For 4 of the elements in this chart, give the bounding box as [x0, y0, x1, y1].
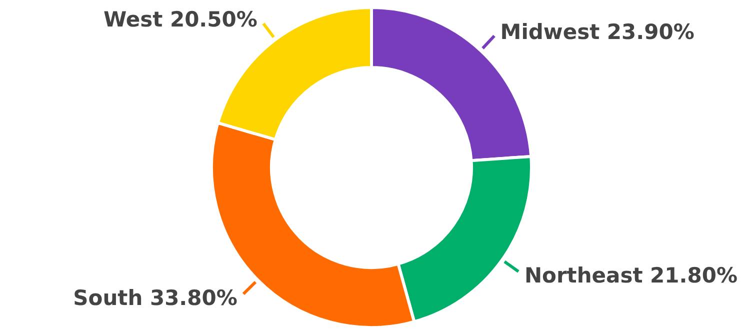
- slice-label: Midwest 23.90%: [500, 20, 694, 44]
- slice-label: West 20.50%: [103, 8, 258, 32]
- slice-label: South 33.80%: [73, 286, 238, 310]
- slice-label: Northeast 21.80%: [524, 263, 738, 288]
